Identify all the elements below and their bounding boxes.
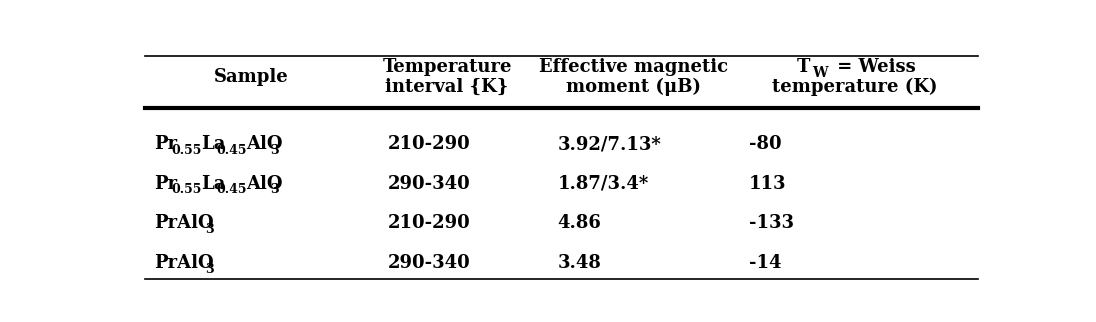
Text: -14: -14 (749, 254, 781, 272)
Text: 290-340: 290-340 (388, 175, 470, 193)
Text: Pr: Pr (153, 175, 178, 193)
Text: 0.45: 0.45 (217, 144, 248, 157)
Text: = Weiss: = Weiss (831, 58, 916, 76)
Text: Effective magnetic: Effective magnetic (539, 58, 729, 76)
Text: W: W (812, 66, 827, 80)
Text: -80: -80 (749, 135, 781, 153)
Text: 0.55: 0.55 (171, 144, 202, 157)
Text: 4.86: 4.86 (558, 214, 602, 232)
Text: La: La (201, 175, 225, 193)
Text: PrAlO: PrAlO (153, 214, 214, 232)
Text: 3.92/7.13*: 3.92/7.13* (558, 135, 661, 153)
Text: 3: 3 (205, 223, 214, 236)
Text: 3: 3 (205, 263, 214, 276)
Text: Sample: Sample (215, 68, 289, 86)
Text: 3.48: 3.48 (558, 254, 602, 272)
Text: 290-340: 290-340 (388, 254, 470, 272)
Text: 1.87/3.4*: 1.87/3.4* (558, 175, 649, 193)
Text: moment (μB): moment (μB) (567, 78, 701, 96)
Text: 210-290: 210-290 (388, 214, 470, 232)
Text: -133: -133 (749, 214, 794, 232)
Text: 0.45: 0.45 (217, 184, 248, 196)
Text: 0.55: 0.55 (171, 184, 202, 196)
Text: 3: 3 (271, 144, 279, 157)
Text: temperature (K): temperature (K) (772, 78, 937, 96)
Text: Temperature: Temperature (383, 58, 512, 76)
Text: 113: 113 (749, 175, 786, 193)
Text: Pr: Pr (153, 135, 178, 153)
Text: interval {K}: interval {K} (386, 78, 509, 96)
Text: AlO: AlO (247, 175, 283, 193)
Text: 3: 3 (271, 184, 279, 196)
Text: PrAlO: PrAlO (153, 254, 214, 272)
Text: T: T (797, 58, 810, 76)
Text: 210-290: 210-290 (388, 135, 470, 153)
Text: La: La (201, 135, 225, 153)
Text: AlO: AlO (247, 135, 283, 153)
